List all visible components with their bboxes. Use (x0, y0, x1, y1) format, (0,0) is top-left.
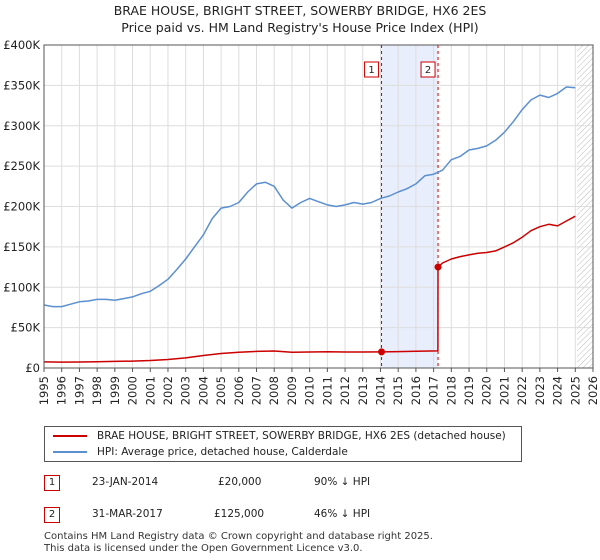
y-tick-label: £400K (3, 38, 40, 52)
y-tick-label: £300K (3, 119, 40, 133)
x-tick-label: 2022 (515, 376, 529, 405)
x-tick-label: 2010 (303, 376, 317, 405)
transaction-date: 31-MAR-2017 (92, 508, 163, 520)
sale-point (378, 348, 386, 356)
y-tick-label: £250K (3, 159, 40, 173)
x-tick-label: 2001 (143, 376, 157, 405)
legend-label-property: BRAE HOUSE, BRIGHT STREET, SOWERBY BRIDG… (97, 430, 506, 442)
plot-frame (43, 44, 594, 369)
transaction-date: 23-JAN-2014 (92, 476, 159, 488)
legend: BRAE HOUSE, BRIGHT STREET, SOWERBY BRIDG… (44, 426, 522, 462)
property-series-line (43, 215, 576, 363)
x-tick-label: 2018 (444, 376, 458, 405)
y-tick-label: £350K (3, 78, 40, 92)
transaction-marker-2: 2 (44, 507, 60, 523)
x-tick-label: 2000 (126, 376, 140, 405)
x-tick-label: 2017 (427, 376, 441, 405)
x-tick-label: 2007 (250, 376, 264, 405)
y-tick-label: £200K (3, 200, 40, 214)
legend-line-property (53, 435, 87, 437)
x-tick-label: 2026 (586, 376, 600, 405)
y-tick-label: £100K (3, 280, 40, 294)
chart-marker-label: 2 (425, 65, 431, 76)
transaction-price: £125,000 (214, 508, 265, 520)
x-tick-label: 2012 (338, 376, 352, 405)
legend-label-hpi: HPI: Average price, detached house, Cald… (97, 446, 348, 458)
chart-marker-box (364, 61, 380, 78)
x-tick-label: 1995 (37, 376, 51, 405)
transaction-marker-1: 1 (44, 475, 60, 491)
transaction-hpi-diff: 90% ↓ HPI (314, 476, 371, 488)
hpi-series-line (43, 86, 576, 308)
x-tick-label: 2014 (373, 376, 387, 405)
x-tick-label: 2002 (161, 376, 175, 405)
x-tick-label: 2020 (480, 376, 494, 405)
footer-license: This data is licensed under the Open Gov… (44, 543, 363, 554)
x-tick-label: 2019 (462, 376, 476, 405)
chart-subtitle: Price paid vs. HM Land Registry's House … (121, 20, 479, 35)
legend-item-property: BRAE HOUSE, BRIGHT STREET, SOWERBY BRIDG… (53, 429, 506, 443)
x-tick-label: 1999 (108, 376, 122, 405)
x-tick-label: 2003 (179, 376, 193, 405)
x-tick-label: 2006 (232, 376, 246, 405)
x-tick-label: 2013 (356, 376, 370, 405)
x-tick-label: 2008 (267, 376, 281, 405)
x-tick-label: 2016 (409, 376, 423, 405)
x-tick-label: 1998 (90, 376, 104, 405)
x-tick-label: 2025 (568, 376, 582, 405)
footer-copyright: Contains HM Land Registry data © Crown c… (44, 531, 433, 542)
x-tick-label: 2009 (285, 376, 299, 405)
legend-line-hpi (53, 451, 87, 453)
y-tick-label: £50K (11, 321, 41, 335)
x-tick-label: 1996 (55, 376, 69, 405)
y-tick-label: £150K (3, 240, 40, 254)
x-tick-label: 2005 (214, 376, 228, 405)
y-tick-label: £0 (25, 361, 40, 375)
transaction-price: £20,000 (218, 476, 262, 488)
x-tick-label: 2015 (391, 376, 405, 405)
x-tick-label: 2004 (196, 376, 210, 405)
chart-title: BRAE HOUSE, BRIGHT STREET, SOWERBY BRIDG… (113, 3, 487, 18)
chart-marker-label: 1 (368, 65, 374, 76)
x-tick-label: 2021 (497, 376, 511, 405)
sale-point (434, 263, 442, 271)
legend-item-hpi: HPI: Average price, detached house, Cald… (53, 445, 348, 459)
chart-marker-box (420, 61, 436, 78)
x-tick-label: 2024 (551, 376, 565, 405)
price-chart: £0 £50K £100K £150K £200K £250K £300K £350K £400… (3, 38, 600, 405)
transaction-hpi-diff: 46% ↓ HPI (314, 508, 371, 520)
x-tick-label: 2011 (320, 376, 334, 405)
x-tick-label: 1997 (72, 376, 86, 405)
x-tick-label: 2023 (533, 376, 547, 405)
